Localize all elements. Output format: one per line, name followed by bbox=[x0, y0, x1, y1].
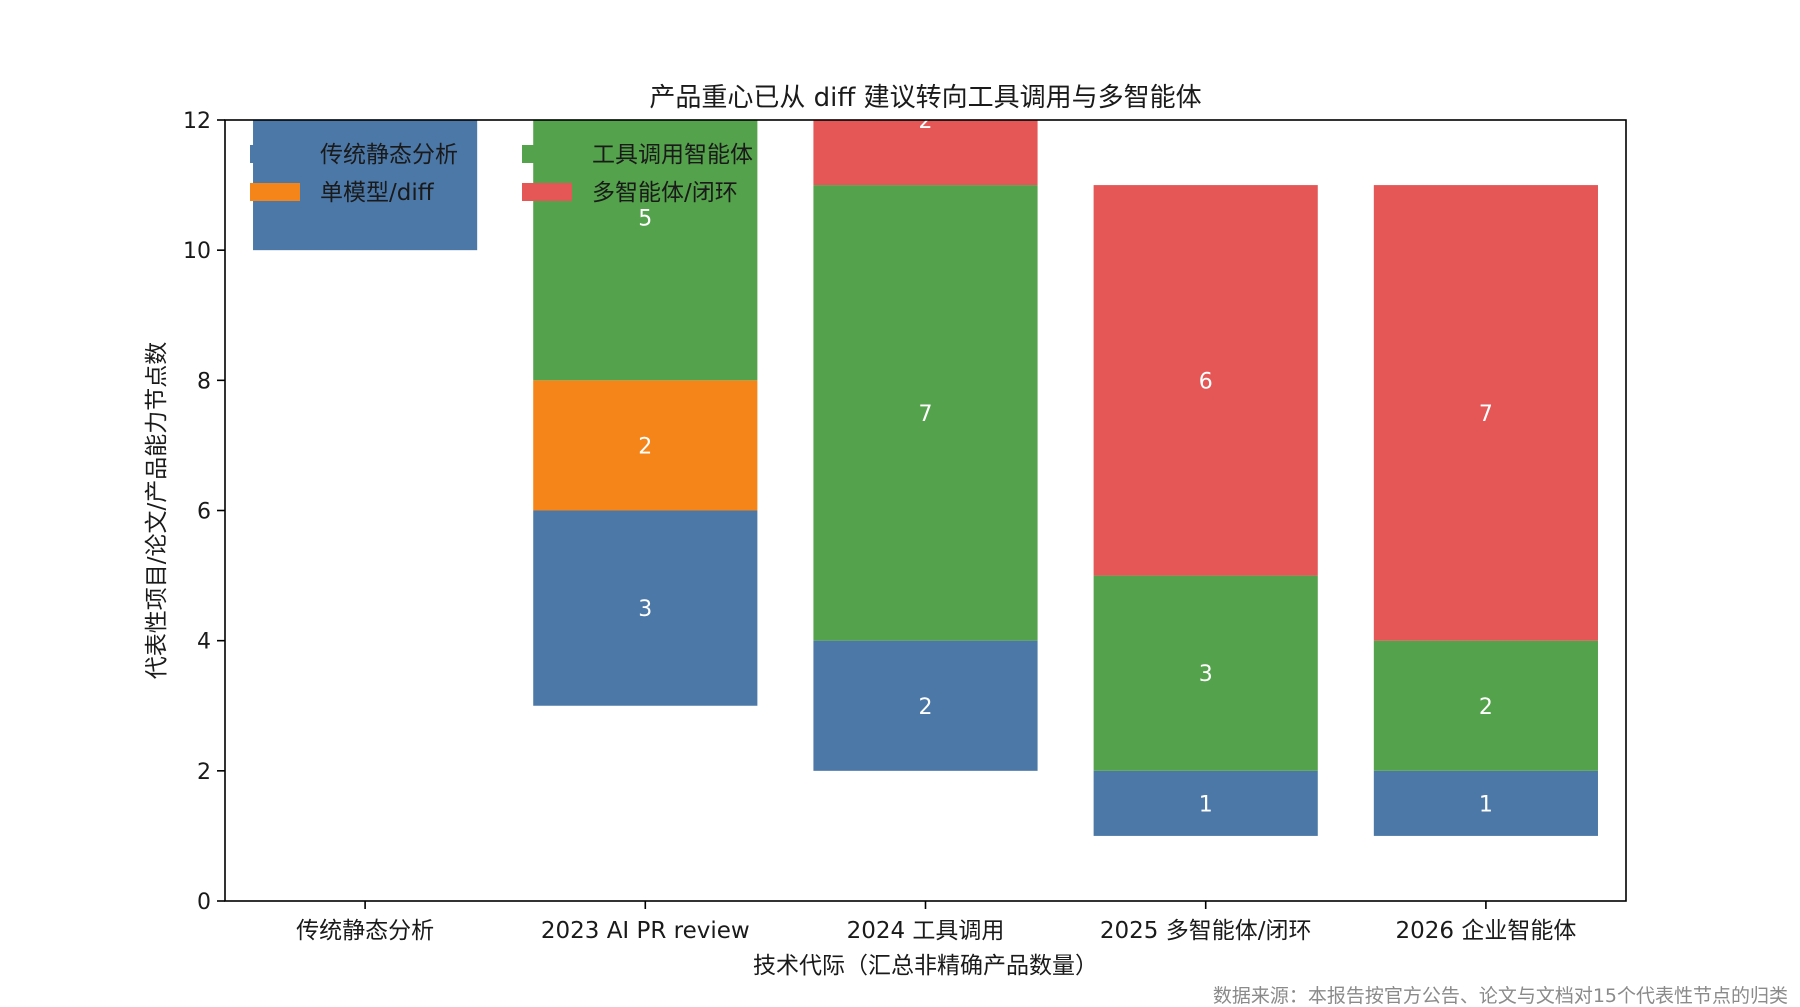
legend-swatch bbox=[250, 145, 300, 163]
bar-segment bbox=[1093, 185, 1318, 576]
segment-value-label: 2 bbox=[638, 434, 652, 459]
legend-label: 工具调用智能体 bbox=[592, 142, 753, 168]
x-tick-label: 2024 工具调用 bbox=[847, 918, 1005, 944]
bar-segment bbox=[1093, 575, 1318, 771]
segment-value-label: 7 bbox=[919, 402, 933, 427]
bar-segment bbox=[533, 380, 758, 511]
segment-value-label: 1 bbox=[1479, 792, 1493, 817]
segment-labels-layer: 3 2 5 2 7 2 1 3 6 1 2 7 bbox=[638, 109, 1493, 817]
segment-value-label: 3 bbox=[1199, 662, 1213, 687]
y-tick-label: 10 bbox=[183, 239, 211, 264]
x-tick-label: 传统静态分析 bbox=[296, 918, 434, 944]
segment-value-label: 2 bbox=[919, 695, 933, 720]
y-axis-label: 代表性项目/论文/产品能力节点数 bbox=[144, 342, 170, 680]
legend-swatch bbox=[250, 183, 300, 201]
segment-value-label: 2 bbox=[1479, 695, 1493, 720]
bar-segment bbox=[813, 640, 1038, 771]
y-tick-label: 4 bbox=[197, 630, 211, 655]
legend-label: 单模型/diff bbox=[320, 180, 435, 206]
bar-segment bbox=[533, 510, 758, 706]
bar-segment bbox=[1373, 770, 1598, 836]
segment-value-label: 2 bbox=[919, 109, 933, 134]
y-axis: 0 2 4 6 8 10 12 bbox=[183, 109, 225, 915]
legend-label: 多智能体/闭环 bbox=[592, 180, 738, 206]
bar-segment bbox=[813, 120, 1038, 186]
y-tick-label: 12 bbox=[183, 109, 211, 134]
chart-title: 产品重心已从 diff 建议转向工具调用与多智能体 bbox=[649, 83, 1201, 113]
bar-segment bbox=[1373, 640, 1598, 771]
bar-segment bbox=[1373, 185, 1598, 641]
x-tick-label: 2026 企业智能体 bbox=[1395, 918, 1576, 944]
x-tick-label: 2023 AI PR review bbox=[541, 918, 750, 944]
segment-value-label: 3 bbox=[638, 597, 652, 622]
segment-value-label: 7 bbox=[1479, 402, 1493, 427]
x-axis-label: 技术代际（汇总非精确产品数量） bbox=[753, 953, 1098, 979]
source-note: 数据来源：本报告按官方公告、论文与文档对15个代表性节点的归类 bbox=[1213, 985, 1788, 1007]
y-tick-label: 8 bbox=[197, 369, 211, 394]
y-tick-label: 6 bbox=[197, 500, 211, 525]
x-axis: 传统静态分析 2023 AI PR review 2024 工具调用 2025 多智能… bbox=[296, 901, 1576, 944]
legend-label: 传统静态分析 bbox=[320, 142, 458, 168]
segment-value-label: 5 bbox=[638, 207, 652, 232]
bar-segment bbox=[813, 185, 1038, 641]
bars-layer bbox=[253, 120, 1598, 836]
y-tick-label: 2 bbox=[197, 760, 211, 785]
y-tick-label: 0 bbox=[197, 890, 211, 915]
x-tick-label: 2025 多智能体/闭环 bbox=[1100, 918, 1312, 944]
bar-segment bbox=[1093, 770, 1318, 836]
legend-swatch bbox=[522, 183, 572, 201]
bar-segment bbox=[533, 120, 758, 381]
segment-value-label: 1 bbox=[1199, 792, 1213, 817]
legend-swatch bbox=[522, 145, 572, 163]
segment-value-label: 6 bbox=[1199, 369, 1213, 394]
